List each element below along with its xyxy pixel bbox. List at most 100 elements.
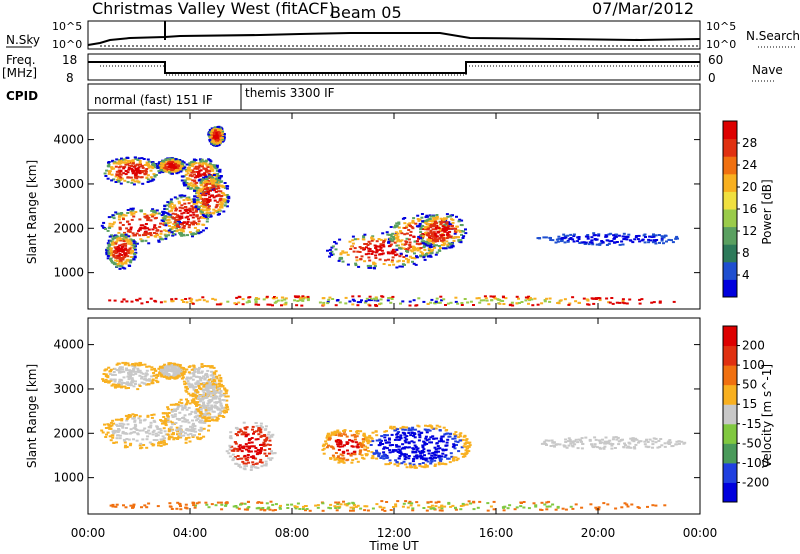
velocity-scatter [213,401,217,404]
power-scatter [190,233,194,236]
velocity-scatter [416,447,420,450]
power-scatter [163,217,167,220]
power-scatter [615,301,619,304]
velocity-scatter [113,373,117,376]
velocity-scatter [155,425,159,428]
power-scatter [447,227,451,230]
power-scatter [429,237,433,240]
power-scatter [367,240,371,243]
velocity-scatter [339,453,343,456]
power-scatter [152,210,156,213]
nsky-panel [87,20,701,50]
velocity-scatter [163,366,167,369]
power-scatter [192,183,196,186]
velocity-scatter [254,438,258,441]
power-scatter [108,247,112,249]
power-scatter [150,179,154,182]
power-scatter [444,304,447,306]
power-scatter [594,298,598,300]
velocity-scatter [109,378,113,381]
velocity-scatter [395,461,399,464]
velocity-scatter [456,441,460,444]
velocity-scatter [131,379,135,382]
power-scatter [198,191,202,194]
velocity-scatter [453,437,457,440]
power-scatter [247,299,251,302]
power-scatter [469,300,473,303]
power-scatter [597,233,601,236]
velocity-scatter [109,421,113,424]
power-scatter [379,246,383,249]
power-scatter [217,140,221,142]
power-scatter [423,227,427,230]
power-scatter [382,241,385,244]
velocity-scatter [170,436,174,439]
power-scatter [142,233,145,236]
power-scatter [124,161,128,164]
power-scatter [157,239,161,242]
power-scatter [158,161,162,164]
power-scatter [181,230,185,233]
power-scatter [122,213,126,216]
velocity-scatter [196,381,200,384]
velocity-scatter [149,424,153,427]
power-scatter [188,164,192,166]
power-scatter [149,234,153,237]
date-label: 07/Mar/2012 [592,0,694,18]
power-scatter [430,298,434,301]
power-scatter [187,182,191,185]
power-scatter [625,302,629,305]
velocity-scatter [413,444,417,447]
velocity-scatter [128,376,131,379]
power-scatter [425,241,429,243]
colorbar-cell-0-3 [723,226,737,245]
power-scatter [144,230,148,233]
power-scatter [209,180,213,183]
power-scatter [429,255,433,258]
power-scatter [306,299,310,302]
power-scatter [457,236,460,239]
power-scatter [212,212,216,215]
power-scatter [331,298,335,300]
power-scatter [134,157,138,160]
power-scatter [149,297,153,300]
velocity-scatter [199,436,203,439]
power-scatter [140,171,144,174]
power-scatter [163,165,167,167]
power-scatter [196,208,200,211]
power-scatter [453,232,457,235]
velocity-scatter [264,428,268,431]
velocity-scatter [422,458,425,461]
power-scatter [145,227,149,230]
power-scatter [113,236,117,239]
velocity-scatter [105,368,108,371]
velocity-scatter [232,457,236,460]
velocity-scatter [156,381,160,384]
power-scatter [405,254,408,257]
velocity-scatter [195,404,198,407]
velocity-scatter [660,444,664,447]
velocity-scatter [226,408,230,411]
power-scatter [153,163,157,166]
power-scatter [138,297,142,300]
power-scatter [333,241,337,243]
power-scatter [129,176,133,179]
velocity-scatter [370,451,374,454]
velocity-scatter [215,401,219,404]
power-scatter [177,225,181,228]
power-scatter [572,235,576,238]
power-scatter [204,194,207,197]
power-scatter [203,191,207,194]
power-scatter [185,182,189,184]
velocity-scatter [330,445,334,448]
power-scatter [417,235,421,238]
velocity-scatter [422,440,426,443]
velocity-scatter [468,444,472,447]
power-scatter [283,298,287,301]
power-scatter [356,301,360,304]
velocity-scatter [139,371,143,374]
power-scatter [520,301,524,303]
power-scatter [204,216,208,218]
power-scatter [182,211,186,214]
power-scatter [674,237,678,240]
